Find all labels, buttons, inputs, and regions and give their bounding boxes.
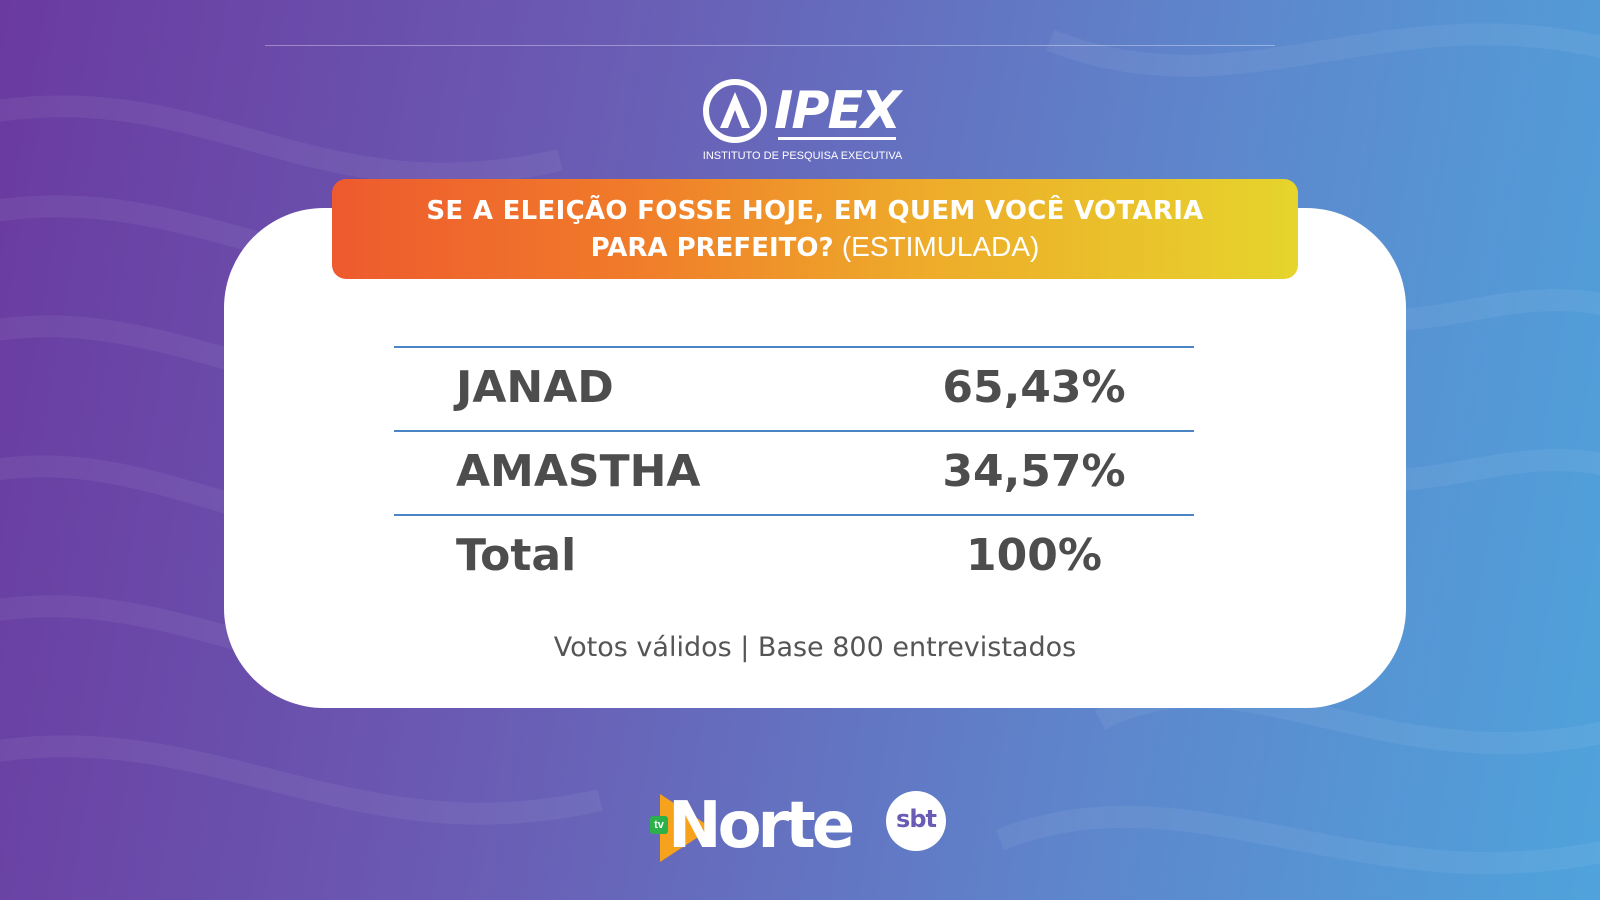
ipex-emblem-icon (703, 79, 767, 143)
candidate-percentage: 100% (966, 530, 1102, 581)
candidate-name: JANAD (456, 362, 614, 413)
sbt-wordmark: sbt (896, 805, 937, 833)
candidate-percentage: 34,57% (942, 446, 1126, 497)
question-line-2: PARA PREFEITO? (ESTIMULADA) (591, 229, 1040, 266)
norte-wordmark: Norte (668, 789, 855, 863)
candidate-percentage: 65,43% (942, 362, 1126, 413)
candidate-name: Total (456, 530, 577, 581)
sample-note: Votos válidos | Base 800 entrevistados (553, 632, 1077, 663)
question-banner: SE A ELEIÇÃO FOSSE HOJE, EM QUEM VOCÊ VO… (332, 179, 1298, 279)
results-table: JANAD 65,43% AMASTHA 34,57% Total 100% (394, 346, 1194, 598)
logo-wordmark: IPEX (774, 81, 901, 141)
table-row: AMASTHA 34,57% (394, 430, 1194, 514)
candidate-name: AMASTHA (456, 446, 701, 497)
results-card (224, 208, 1406, 708)
play-triangle-icon (660, 794, 712, 862)
ipex-logo: IPEX INSTITUTO DE PESQUISA EXECUTIVA (702, 78, 902, 168)
question-tag: (ESTIMULADA) (841, 230, 1040, 262)
table-row: JANAD 65,43% (394, 346, 1194, 430)
tv-badge: tv (650, 816, 668, 834)
tv-norte-logo: Norte tv (650, 786, 855, 866)
logo-subtitle: INSTITUTO DE PESQUISA EXECUTIVA (702, 150, 903, 162)
question-line-1: SE A ELEIÇÃO FOSSE HOJE, EM QUEM VOCÊ VO… (426, 195, 1204, 226)
question-line-2-text: PARA PREFEITO? (590, 232, 834, 263)
table-row: Total 100% (394, 514, 1194, 598)
logo-underline (778, 137, 896, 140)
top-divider (265, 45, 1275, 46)
sbt-logo: sbt (886, 791, 946, 851)
